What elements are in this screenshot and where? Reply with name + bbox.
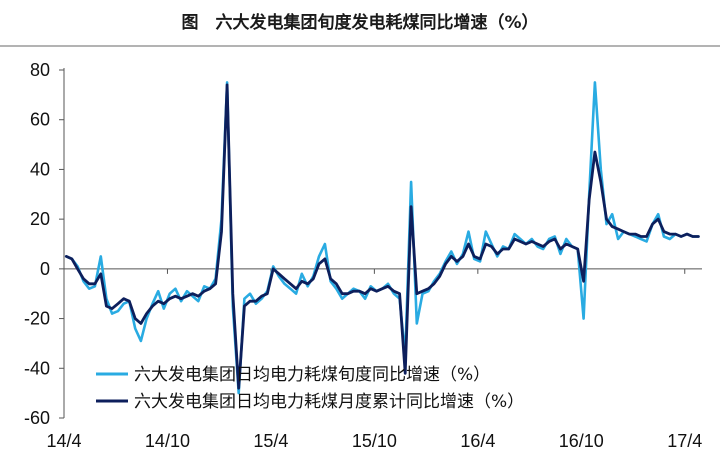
y-tick-label: -20 [24, 309, 50, 329]
y-tick-label: -40 [24, 358, 50, 378]
legend-label: 六大发电集团日均电力耗煤月度累计同比增速（%） [134, 392, 524, 412]
axes-group: 80 60 40 20 0 -20 -40 -60 14/4 14/10 15/4 15/10 16/4… [24, 60, 702, 451]
series-group [64, 81, 700, 395]
x-tick-label: 15/4 [253, 431, 288, 451]
x-tick-label: 16/4 [460, 431, 495, 451]
y-tick-label: 80 [30, 60, 50, 80]
x-tick-label: 16/10 [559, 431, 604, 451]
y-tick-label: 60 [30, 110, 50, 130]
x-tick-label: 14/4 [46, 431, 81, 451]
y-tick-label: 0 [40, 259, 50, 279]
x-tick-label: 17/4 [667, 431, 702, 451]
y-tick-label: -60 [24, 408, 50, 428]
legend: 六大发电集团日均电力耗煤旬度同比增速（%） 六大发电集团日均电力耗煤月度累计同比增… [96, 365, 524, 412]
series-line-2 [64, 83, 700, 390]
y-tick-label: 40 [30, 159, 50, 179]
series-line-1 [65, 81, 700, 395]
y-tick-label: 20 [30, 209, 50, 229]
x-tick-label: 15/10 [352, 431, 397, 451]
x-tick-label: 14/10 [145, 431, 190, 451]
chart-title: 图 六大发电集团旬度发电耗煤同比增速（%） [181, 12, 538, 33]
legend-label: 六大发电集团日均电力耗煤旬度同比增速（%） [134, 365, 490, 385]
